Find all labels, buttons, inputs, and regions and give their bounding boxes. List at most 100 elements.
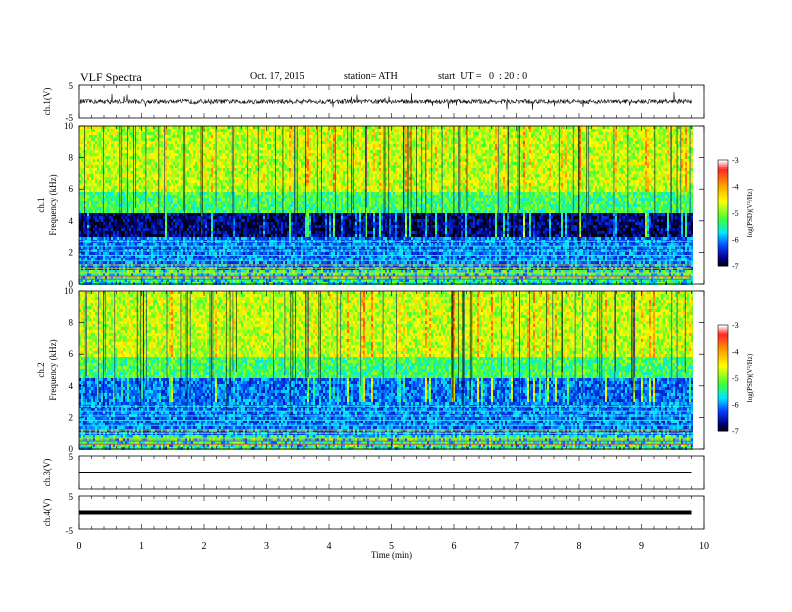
spectrogram-cell [117, 228, 119, 231]
spectrogram-cell [199, 234, 201, 237]
spectrogram-cell [219, 144, 221, 147]
spectrogram-cell [229, 252, 231, 255]
spectrogram-cell [235, 189, 237, 192]
spectrogram-cell [259, 243, 261, 246]
spectrogram-cell [255, 156, 257, 159]
spectrogram-cell [253, 198, 255, 201]
spectrogram-cell [137, 135, 139, 138]
spectrogram-cell [91, 168, 93, 171]
spectrogram-cell [171, 282, 173, 285]
spectrogram-cell [253, 132, 255, 135]
spectrogram-cell [111, 207, 113, 210]
spectrogram-cell [111, 174, 113, 177]
spectrogram-cell [177, 186, 179, 189]
spectrogram-cell [203, 150, 205, 153]
spectrogram-cell [107, 258, 109, 261]
spectrogram-cell [147, 213, 149, 216]
spectrogram-cell [137, 210, 139, 213]
spectrogram-cell [127, 243, 129, 246]
spectrogram-cell [231, 246, 233, 249]
spectrogram-cell [153, 183, 155, 186]
spectrogram-cell [183, 213, 185, 216]
spectrogram-cell [199, 231, 201, 234]
spectrogram-cell [189, 153, 191, 156]
spectrogram-cell [79, 282, 81, 285]
spectrogram-cell [193, 126, 195, 129]
spectrogram-cell [201, 135, 203, 138]
spectrogram-cell [259, 147, 261, 150]
spectrogram-cell [205, 159, 207, 162]
spectrogram-cell [181, 126, 183, 129]
spectrogram-cell [213, 276, 215, 279]
spectrogram-cell [143, 162, 145, 165]
spectrogram-cell [107, 195, 109, 198]
spectrogram-cell [137, 255, 139, 258]
spectrogram-cell [225, 216, 227, 219]
spectrogram-cell [207, 228, 209, 231]
spectrogram-cell [213, 138, 215, 141]
spectrogram-cell [253, 174, 255, 177]
spectrogram-cell [135, 165, 137, 168]
spectrogram-cell [225, 246, 227, 249]
spectrogram-cell [141, 162, 143, 165]
spectrogram-cell [199, 153, 201, 156]
spectrogram-cell [195, 177, 197, 180]
spectrogram-cell [229, 171, 231, 174]
spectrogram-cell [165, 171, 167, 174]
spectrogram-cell [117, 216, 119, 219]
spectrogram-cell [79, 138, 81, 141]
spectrogram-cell [193, 261, 195, 264]
spectrogram-cell [241, 234, 243, 237]
spectrogram-cell [89, 138, 91, 141]
spectrogram-cell [241, 279, 243, 282]
spectrogram-cell [111, 219, 113, 222]
spectrogram-cell [131, 219, 133, 222]
spectrogram-cell [179, 165, 181, 168]
spectrogram-cell [253, 231, 255, 234]
spectrogram-cell [107, 147, 109, 150]
spectrogram-cell [79, 183, 81, 186]
spectrogram-cell [115, 276, 117, 279]
spectrogram-cell [147, 222, 149, 225]
spectrogram-cell [243, 276, 245, 279]
spectrogram-cell [249, 210, 251, 213]
spectrogram-cell [147, 201, 149, 204]
spectrogram-cell [155, 282, 157, 285]
spectrogram-cell [247, 255, 249, 258]
spectrogram-cell [239, 192, 241, 195]
spectrogram-cell [183, 237, 185, 240]
spectrogram-cell [179, 186, 181, 189]
spectrogram-cell [83, 222, 85, 225]
spectrogram-cell [107, 156, 109, 159]
spectrogram-cell [189, 210, 191, 213]
spectrogram-cell [107, 159, 109, 162]
spectrogram-cell [85, 252, 87, 255]
spectrogram-cell [173, 138, 175, 141]
spectrogram-cell [245, 258, 247, 261]
spectrogram-cell [199, 279, 201, 282]
spectrogram-cell [147, 162, 149, 165]
spectrogram-cell [209, 129, 211, 132]
spectrogram-cell [183, 222, 185, 225]
spectrogram-cell [243, 159, 245, 162]
spectrogram-cell [235, 243, 237, 246]
spectrogram-cell [237, 222, 239, 225]
spectrogram-cell [175, 186, 177, 189]
spectrogram-cell [261, 186, 263, 189]
spectrogram-cell [165, 201, 167, 204]
spectrogram-cell [123, 270, 125, 273]
spectrogram-cell [167, 273, 169, 276]
spectrogram-cell [149, 165, 151, 168]
spectrogram-cell [171, 195, 173, 198]
spectrogram-cell [107, 129, 109, 132]
spectrogram-cell [235, 276, 237, 279]
spectrogram-cell [79, 210, 81, 213]
spectrogram-cell [207, 276, 209, 279]
spectrogram-cell [101, 213, 103, 216]
spectrogram-cell [199, 261, 201, 264]
spectrogram-cell [147, 186, 149, 189]
spectrogram-cell [93, 273, 95, 276]
spectrogram-cell [259, 276, 261, 279]
spectrogram-cell [211, 135, 213, 138]
spectrogram-cell [255, 225, 257, 228]
